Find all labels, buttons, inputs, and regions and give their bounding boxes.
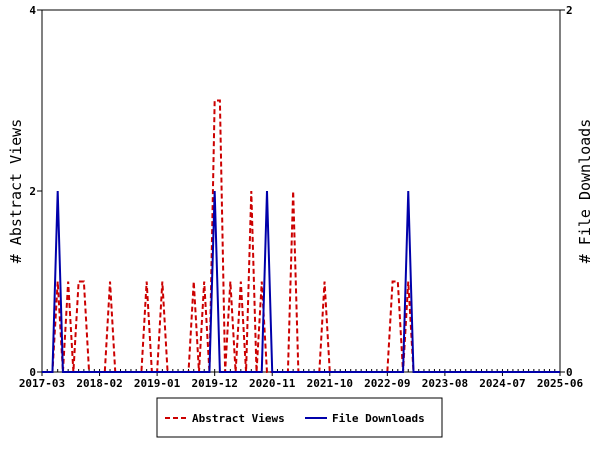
y2-axis-label: # File Downloads [576, 119, 594, 264]
y-axis-label: # Abstract Views [7, 119, 25, 264]
x-tick-label: 2020-11 [249, 377, 296, 390]
legend-box [156, 397, 443, 438]
x-tick-label: 2022-09 [364, 377, 410, 390]
x-tick-label: 2017-03 [19, 377, 65, 390]
legend-label: Abstract Views [192, 412, 285, 425]
y-tick-label: 4 [29, 4, 36, 17]
x-tick-label: 2023-08 [422, 377, 468, 390]
series-line [42, 99, 560, 373]
y-tick-label: 0 [29, 366, 36, 379]
y-tick-label: 2 [29, 185, 36, 198]
x-tick-label: 2024-07 [479, 377, 525, 390]
x-tick-label: 2019-12 [191, 377, 237, 390]
x-tick-label: 2019-01 [134, 377, 181, 390]
x-tick-label: 2025-06 [537, 377, 584, 390]
x-tick-label: 2021-10 [307, 377, 353, 390]
plot-area [41, 9, 561, 373]
x-tick-label: 2018-02 [76, 377, 122, 390]
series-line [42, 190, 560, 373]
legend-label: File Downloads [332, 412, 425, 425]
y2-tick-label: 0 [566, 366, 573, 379]
y2-tick-label: 2 [566, 4, 573, 17]
